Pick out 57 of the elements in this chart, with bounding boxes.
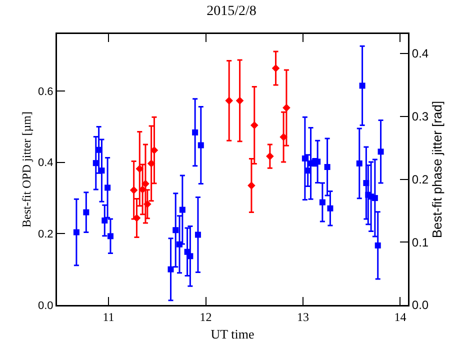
- point: [363, 180, 370, 186]
- point: [272, 64, 280, 72]
- point: [250, 121, 258, 130]
- x-tick-label: 11: [102, 310, 114, 324]
- y-tick-label: 0.6: [38, 86, 54, 98]
- point: [302, 155, 308, 162]
- point: [266, 152, 274, 160]
- point: [282, 104, 290, 112]
- y-tick-label: 0.4: [38, 157, 54, 170]
- y-tick-label: 0.2: [38, 228, 54, 241]
- point: [356, 160, 362, 166]
- point: [130, 186, 138, 194]
- point: [327, 205, 334, 212]
- point: [324, 164, 330, 170]
- point: [359, 82, 366, 89]
- point: [136, 164, 144, 173]
- point: [147, 160, 156, 168]
- y2-tick-label: 0.1: [412, 235, 429, 250]
- chart-title: 2015/2/8: [206, 4, 256, 20]
- point: [179, 206, 186, 213]
- x-axis-title: UT time: [210, 326, 254, 342]
- y2-tick-label: 0.2: [412, 172, 429, 186]
- point: [142, 180, 150, 188]
- x-tick-label: 12: [200, 310, 212, 324]
- point: [144, 200, 152, 208]
- y2-tick-label: 0.4: [412, 46, 429, 61]
- point: [374, 242, 381, 248]
- y2-tick-label: 0.3: [412, 110, 429, 124]
- point: [192, 129, 198, 136]
- point: [372, 195, 378, 202]
- point: [73, 229, 80, 236]
- point: [98, 168, 105, 174]
- point: [150, 146, 158, 154]
- x-tick-label: 14: [394, 310, 406, 324]
- point: [236, 96, 244, 105]
- point: [104, 184, 111, 191]
- point: [102, 217, 108, 224]
- y-tick-label: 0.0: [38, 300, 54, 312]
- point: [194, 232, 201, 238]
- point: [92, 160, 99, 166]
- point: [198, 142, 204, 148]
- y2-tick-label: 0.0: [412, 298, 429, 312]
- point: [107, 233, 114, 240]
- point: [138, 186, 146, 194]
- point: [168, 266, 174, 272]
- point: [280, 133, 288, 141]
- point: [132, 214, 141, 222]
- point: [225, 96, 233, 105]
- point: [378, 148, 384, 155]
- x-tick-label: 13: [296, 310, 309, 324]
- point: [248, 182, 256, 190]
- y-axis-title: Best-fit OPD jitter [µm]: [20, 112, 34, 228]
- point: [176, 241, 183, 248]
- point: [319, 199, 326, 206]
- point: [83, 209, 90, 216]
- point: [172, 227, 179, 234]
- y2-axis-title: Best-fit phase jitter [rad]: [429, 100, 444, 238]
